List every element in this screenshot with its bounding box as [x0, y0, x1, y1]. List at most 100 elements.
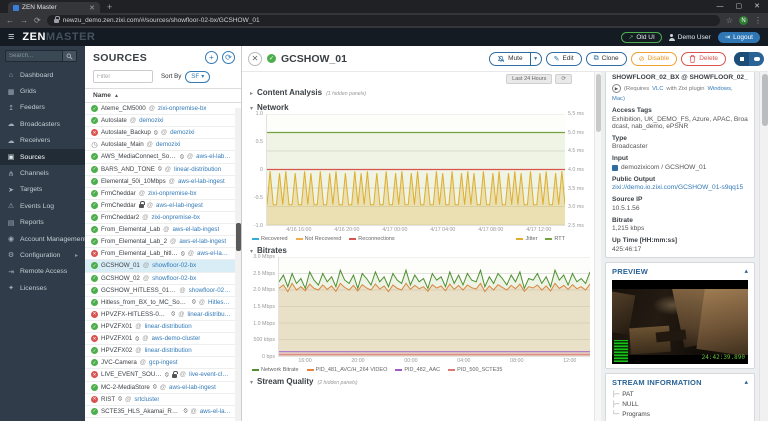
source-row[interactable]: ✓ Elemental_50i_10Mbps @ aws-el-lab-ingest	[85, 176, 241, 188]
preview-header[interactable]: PREVIEW ▴	[612, 266, 748, 276]
source-row[interactable]: ◷ Autoslate_Main @ demozixi	[85, 139, 241, 152]
source-row[interactable]: ✕ HPVZFX01 ⦸ @ aws-demo-cluster	[85, 333, 241, 346]
source-row[interactable]: ✓ FrmCheddar @ zixi-onpremise-bx	[85, 188, 241, 200]
legend-item[interactable]: Jitter	[516, 236, 537, 242]
bookmark-star-icon[interactable]: ☆	[725, 16, 733, 25]
cluster-link[interactable]: linear-distributi...	[187, 310, 231, 318]
cluster-link[interactable]: linear-distribution	[174, 165, 222, 173]
collapse-icon[interactable]: ▴	[744, 268, 748, 275]
cluster-link[interactable]: demozixi	[139, 117, 164, 125]
network-plot-area[interactable]	[266, 113, 566, 226]
list-view-icon[interactable]	[734, 51, 749, 66]
cluster-link[interactable]: aws-el-lab-ingest	[156, 201, 203, 209]
source-row[interactable]: ✓ HPVZFX02 @ linear-distribution	[85, 345, 241, 358]
source-row[interactable]: ✓ FrmCheddar @ aws-el-lab-ingest	[85, 200, 241, 212]
source-row[interactable]: ✕ RIST ⦸ @ srtcluster	[85, 394, 241, 406]
legend-item[interactable]: Recovered	[252, 236, 288, 242]
cluster-link[interactable]: showfloor-02-bx	[152, 274, 197, 282]
window-minimize-icon[interactable]: —	[716, 3, 724, 10]
tree-item-pat[interactable]: ├─ PAT	[612, 391, 634, 398]
source-row[interactable]: ✓ GCSHOW_02 @ showfloor-02-bx	[85, 273, 241, 285]
vlc-link[interactable]: VLC	[652, 85, 664, 92]
source-row[interactable]: ✕ Autoslate_Backup ⦸ @ demozixi	[85, 127, 241, 140]
hamburger-menu-icon[interactable]: ≡	[8, 31, 15, 43]
cluster-link[interactable]: linear-distribution	[144, 323, 192, 331]
old-ui-button[interactable]: ↗ Old UI	[621, 31, 662, 43]
sources-scrollbar[interactable]	[235, 108, 241, 421]
source-row[interactable]: ✓ JVC-Camera @ gcp-ingest	[85, 357, 241, 370]
section-content-analysis[interactable]: ▸ Content Analysis (1 hidden panels)	[250, 88, 367, 97]
source-row[interactable]: ✕ From_Elemental_Lab_hitless ⦸ @ aws-el-lab-…	[85, 248, 241, 261]
cluster-link[interactable]: demozixi	[155, 141, 181, 149]
logout-button[interactable]: ⇥ Logout	[717, 31, 760, 43]
view-toggle[interactable]	[734, 51, 764, 66]
tree-item-programs[interactable]: └─ Programs	[612, 411, 650, 418]
cluster-link[interactable]: demozixi	[170, 129, 195, 137]
forward-icon[interactable]: →	[20, 16, 28, 25]
browser-avatar[interactable]: N	[739, 16, 748, 25]
cluster-link[interactable]: zixi-onpremise-bx	[158, 105, 207, 113]
filter-input[interactable]	[93, 70, 153, 83]
source-row[interactable]: ✓ SCTE35_HLS_Akamai_Return ⦸ @ aws-el-lab...	[85, 406, 241, 418]
mac-link[interactable]: Mac)	[612, 96, 625, 102]
sidebar-item-remote-access[interactable]: ⇥ Remote Access	[8, 268, 68, 276]
cluster-link[interactable]: aws-el-lab-i...	[196, 153, 231, 161]
legend-item[interactable]: PID_500_SCTE35	[448, 367, 502, 373]
source-row[interactable]: ✓ MC-2-MediaStore ⦸ @ aws-el-lab-ingest	[85, 382, 241, 394]
cluster-link[interactable]: aws-el-lab-ingest	[169, 383, 216, 391]
search-input[interactable]	[5, 50, 63, 62]
user-menu[interactable]: Demo User	[668, 34, 711, 41]
sort-selector[interactable]: SF ▾	[185, 70, 211, 83]
cluster-link[interactable]: showfloor-02-bx	[188, 286, 231, 294]
source-row[interactable]: ✓ From_Elemental_Lab @ aws-el-lab-ingest	[85, 224, 241, 237]
sidebar-item-receivers[interactable]: ☁ Receivers	[7, 137, 51, 145]
mute-button[interactable]: Mute	[489, 51, 530, 66]
sidebar-item-reports[interactable]: ▤ Reports	[7, 219, 44, 227]
browser-tab[interactable]: ZEN Master ✕	[8, 2, 100, 13]
cluster-link[interactable]: live-event-clust...	[189, 371, 231, 379]
window-close-icon[interactable]: ✕	[754, 3, 760, 10]
reload-icon[interactable]: ⟳	[34, 16, 41, 25]
add-source-button[interactable]: +	[205, 51, 218, 64]
sidebar-item-configuration[interactable]: ⚙ Configuration ▸	[7, 251, 78, 260]
sidebar-item-sources[interactable]: ▣ Sources	[0, 148, 85, 166]
disable-button[interactable]: ⊘ Disable	[630, 51, 678, 66]
cluster-link[interactable]: zixi-onpremise-bx	[151, 214, 200, 222]
source-row[interactable]: ✓ Ateme_CM5000 @ zixi-onpremise-bx	[85, 103, 241, 116]
collapse-icon[interactable]: ▴	[744, 379, 748, 386]
source-row[interactable]: ✕ LIVE_EVENT_SOURCE ⦸ @ live-event-clust...	[85, 369, 241, 382]
section-network[interactable]: ▾ Network	[250, 103, 289, 112]
legend-item[interactable]: PID_482_AAC	[395, 367, 440, 373]
section-stream-quality[interactable]: ▾ Stream Quality (2 hidden panels)	[250, 377, 358, 386]
video-preview[interactable]: 24:42:39.890	[612, 279, 748, 364]
source-row[interactable]: ✓ GCSHOW_01 @ showfloor-02-bx	[85, 260, 241, 273]
cluster-link[interactable]: Hitless...	[208, 298, 231, 306]
charts-scrollbar[interactable]	[594, 72, 601, 421]
sidebar-item-grids[interactable]: ▦ Grids	[7, 88, 37, 96]
legend-item[interactable]: Reconnections	[349, 236, 395, 242]
column-header-name[interactable]: Name ▲	[85, 88, 241, 103]
source-row[interactable]: ✓ AWS_MediaConnect_Source ⦸ @ aws-el-lab-i..…	[85, 151, 241, 164]
sidebar-item-broadcasters[interactable]: ☁ Broadcasters	[7, 120, 61, 129]
field-value-link[interactable]: zixi://demo.io.zixi.com/GCSHOW_01-s9qq15	[612, 184, 744, 191]
section-bitrates[interactable]: ▾ Bitrates	[250, 246, 287, 255]
delete-button[interactable]: Delete	[681, 51, 726, 66]
sidebar-item-targets[interactable]: ➤ Targets	[8, 186, 43, 194]
legend-item[interactable]: PID_481_AVC/H_264 VIDEO	[306, 367, 387, 373]
source-row[interactable]: ✓ Autoslate @ demozixi	[85, 115, 241, 128]
refresh-sources-button[interactable]: ⟳	[222, 51, 235, 64]
tree-item-null[interactable]: ├─ NULL	[612, 401, 639, 408]
chart-refresh-button[interactable]: ⟳	[555, 74, 572, 84]
cluster-link[interactable]: aws-el-lab...	[199, 407, 231, 415]
legend-item[interactable]: Network Bitrate	[252, 367, 299, 373]
windows-link[interactable]: Windows,	[707, 85, 733, 92]
cluster-link[interactable]: aws-el-lab-ingest	[179, 238, 227, 246]
source-row[interactable]: ✓ From_Elemental_Lab_2 @ aws-el-lab-ingest	[85, 236, 241, 249]
cluster-link[interactable]: aws-el-lab-ingest	[172, 226, 220, 234]
tab-close-icon[interactable]: ✕	[89, 4, 95, 12]
search-button[interactable]	[63, 50, 77, 62]
time-range-selector[interactable]: Last 24 Hours	[506, 74, 553, 84]
back-icon[interactable]: ←	[6, 16, 14, 25]
legend-item[interactable]: RTT	[545, 236, 565, 242]
stream-information-header[interactable]: STREAM INFORMATION ▴	[612, 377, 748, 387]
